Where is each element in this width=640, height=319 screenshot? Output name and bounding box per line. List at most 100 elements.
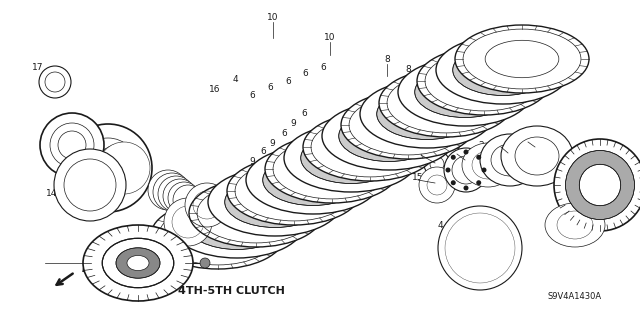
Ellipse shape xyxy=(153,173,191,211)
Ellipse shape xyxy=(92,148,132,188)
Ellipse shape xyxy=(64,159,116,211)
Text: 9: 9 xyxy=(269,138,275,147)
Ellipse shape xyxy=(379,69,513,137)
Ellipse shape xyxy=(445,213,515,283)
Ellipse shape xyxy=(200,258,210,268)
Circle shape xyxy=(476,180,481,185)
Ellipse shape xyxy=(50,123,94,167)
Text: 9: 9 xyxy=(249,158,255,167)
Ellipse shape xyxy=(168,182,200,214)
Ellipse shape xyxy=(301,132,401,183)
Ellipse shape xyxy=(127,256,149,271)
Ellipse shape xyxy=(394,97,461,131)
Text: 4: 4 xyxy=(232,76,238,85)
Ellipse shape xyxy=(455,25,589,93)
Text: 2: 2 xyxy=(478,140,484,150)
Ellipse shape xyxy=(158,176,194,212)
Text: 8: 8 xyxy=(405,65,411,75)
Ellipse shape xyxy=(265,135,399,203)
Ellipse shape xyxy=(317,141,385,175)
Text: 10: 10 xyxy=(324,33,336,42)
Ellipse shape xyxy=(280,163,346,197)
Text: 17: 17 xyxy=(557,211,569,219)
Text: 3: 3 xyxy=(454,145,460,154)
Text: 17: 17 xyxy=(32,63,44,72)
Ellipse shape xyxy=(170,190,304,258)
Ellipse shape xyxy=(193,191,221,219)
Ellipse shape xyxy=(566,151,634,219)
Text: 7: 7 xyxy=(171,205,177,214)
Ellipse shape xyxy=(438,206,522,290)
Circle shape xyxy=(451,155,456,160)
Ellipse shape xyxy=(557,211,593,239)
Text: 8: 8 xyxy=(384,56,390,64)
Ellipse shape xyxy=(164,198,212,246)
Ellipse shape xyxy=(185,183,229,227)
Ellipse shape xyxy=(452,156,480,184)
Ellipse shape xyxy=(172,206,204,238)
Ellipse shape xyxy=(355,119,422,153)
Text: 16: 16 xyxy=(462,228,474,238)
Ellipse shape xyxy=(83,225,193,301)
Ellipse shape xyxy=(40,113,104,177)
Text: 11: 11 xyxy=(332,190,343,199)
Text: 9: 9 xyxy=(290,120,296,129)
Ellipse shape xyxy=(204,207,271,241)
Ellipse shape xyxy=(424,151,450,177)
Text: 13: 13 xyxy=(495,138,507,147)
Ellipse shape xyxy=(462,143,514,187)
Ellipse shape xyxy=(58,131,86,159)
Circle shape xyxy=(463,186,468,190)
Ellipse shape xyxy=(246,146,380,214)
Ellipse shape xyxy=(431,75,499,109)
Ellipse shape xyxy=(94,146,138,190)
Ellipse shape xyxy=(436,36,570,104)
Ellipse shape xyxy=(419,167,455,203)
Text: 6: 6 xyxy=(285,77,291,85)
Text: 4: 4 xyxy=(437,220,443,229)
Text: 4TH-5TH CLUTCH: 4TH-5TH CLUTCH xyxy=(178,286,285,296)
Ellipse shape xyxy=(151,201,285,269)
Ellipse shape xyxy=(284,124,418,192)
Text: 6: 6 xyxy=(249,91,255,100)
Text: 6: 6 xyxy=(301,109,307,118)
Text: 6: 6 xyxy=(260,147,266,157)
Ellipse shape xyxy=(515,137,559,175)
Ellipse shape xyxy=(579,164,621,206)
Text: 14: 14 xyxy=(46,189,58,197)
Ellipse shape xyxy=(427,175,447,195)
Ellipse shape xyxy=(303,113,437,181)
Ellipse shape xyxy=(472,151,504,179)
Text: 6: 6 xyxy=(320,63,326,72)
Ellipse shape xyxy=(417,47,551,115)
Ellipse shape xyxy=(187,198,287,249)
Ellipse shape xyxy=(64,124,152,212)
Circle shape xyxy=(445,167,451,173)
Text: FR.: FR. xyxy=(82,264,100,274)
Text: 5: 5 xyxy=(160,174,166,182)
Ellipse shape xyxy=(430,157,444,171)
Text: 11: 11 xyxy=(352,170,364,180)
Ellipse shape xyxy=(163,179,197,213)
Ellipse shape xyxy=(501,126,573,186)
Text: 10: 10 xyxy=(268,13,279,23)
Ellipse shape xyxy=(116,248,160,278)
Ellipse shape xyxy=(173,185,203,215)
Text: 6: 6 xyxy=(345,181,351,189)
Ellipse shape xyxy=(415,66,515,117)
Circle shape xyxy=(463,150,468,154)
Ellipse shape xyxy=(90,150,126,186)
Text: 2: 2 xyxy=(67,170,73,180)
Text: S9V4A1430A: S9V4A1430A xyxy=(548,292,602,301)
Ellipse shape xyxy=(398,58,532,126)
Ellipse shape xyxy=(491,144,529,176)
Text: 1: 1 xyxy=(418,147,424,157)
Text: 6: 6 xyxy=(267,84,273,93)
Ellipse shape xyxy=(480,134,540,186)
Ellipse shape xyxy=(54,149,126,221)
Ellipse shape xyxy=(189,179,323,247)
Ellipse shape xyxy=(225,176,325,227)
Ellipse shape xyxy=(39,66,71,98)
Circle shape xyxy=(476,155,481,160)
Ellipse shape xyxy=(322,102,456,170)
